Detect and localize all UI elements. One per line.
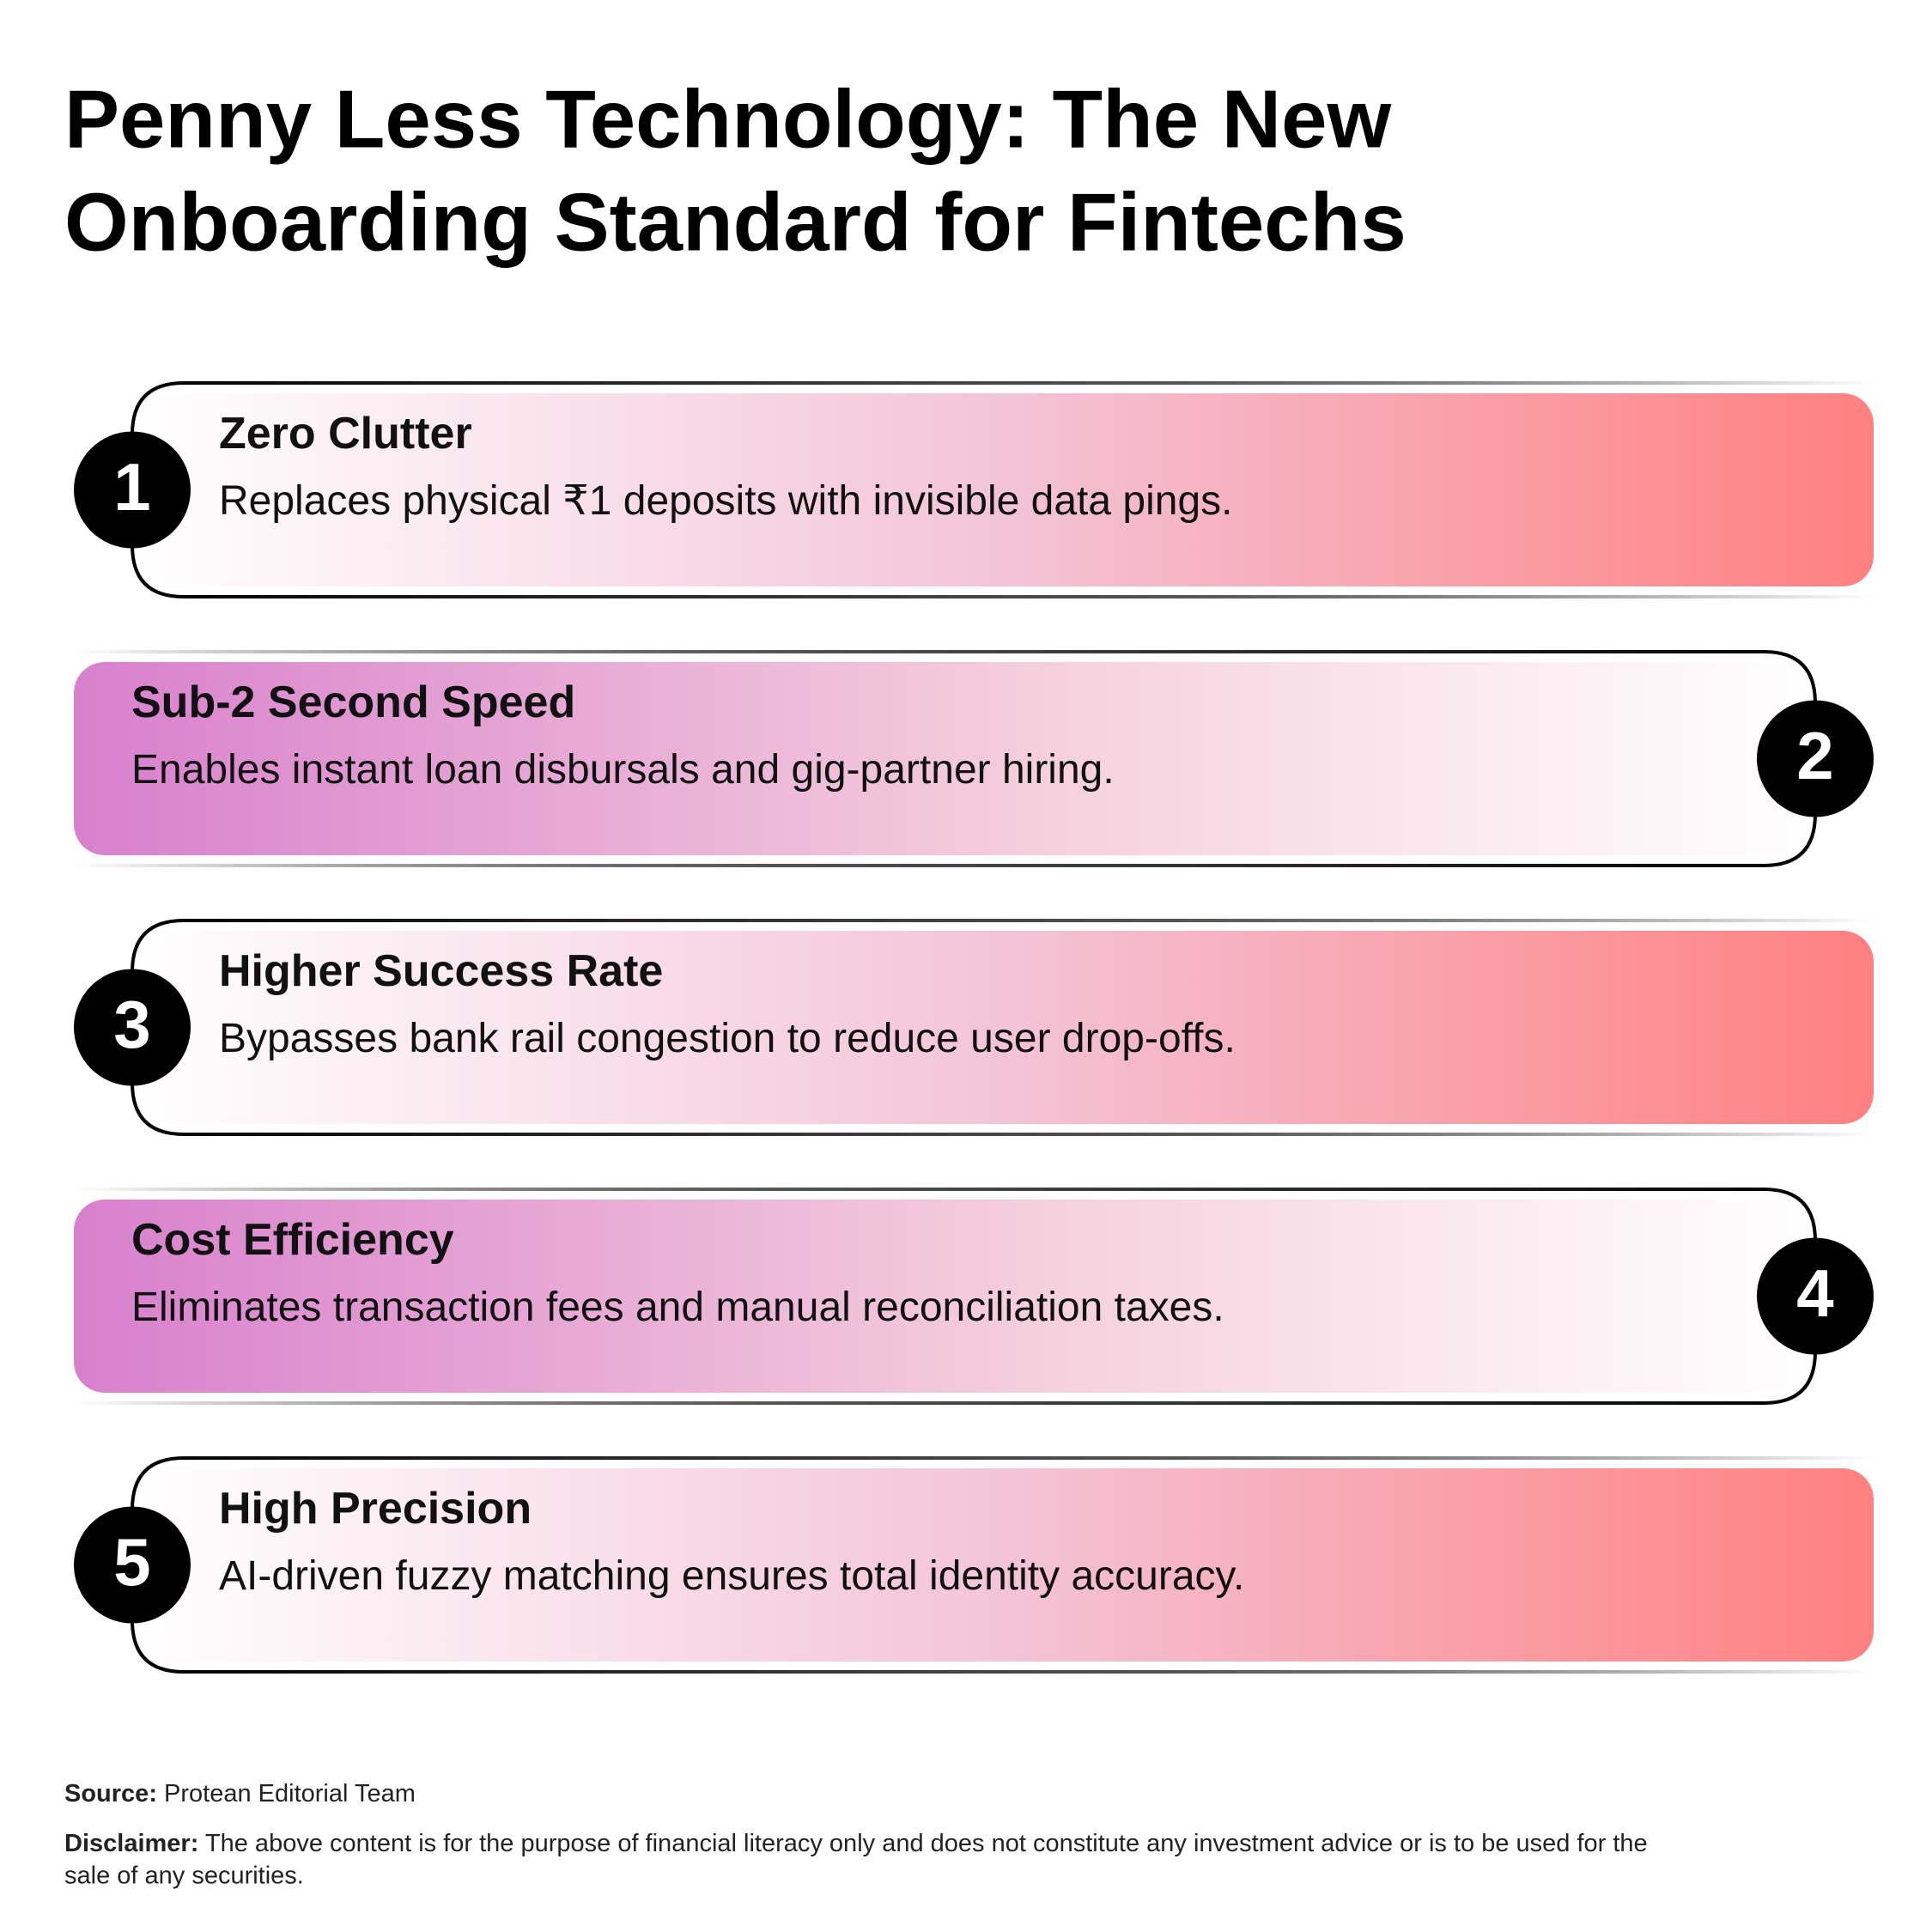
card-number: 1 — [113, 449, 150, 525]
card-fill — [132, 931, 1874, 1124]
number-badge — [74, 969, 191, 1086]
source: Source: Protean Editorial Team — [64, 1780, 416, 1807]
card-heading: Higher Success Rate — [219, 946, 663, 996]
number-badge — [1757, 1237, 1874, 1355]
source-label: Source: — [64, 1780, 157, 1807]
card-fill — [74, 1200, 1815, 1393]
card-heading: High Precision — [219, 1484, 532, 1534]
card-fill — [132, 393, 1874, 586]
card-description: AI-driven fuzzy matching ensures total i… — [219, 1553, 1244, 1599]
disclaimer: Disclaimer: The above content is for the… — [64, 1830, 1648, 1857]
number-badge — [74, 1506, 191, 1624]
card-heading: Sub-2 Second Speed — [131, 677, 575, 727]
card-number: 3 — [113, 987, 150, 1062]
card-heading: Zero Clutter — [219, 409, 472, 459]
card-description: Bypasses bank rail congestion to reduce … — [219, 1016, 1236, 1061]
card-description: Replaces physical ₹1 deposits with invis… — [219, 478, 1233, 524]
card-fill — [74, 662, 1815, 855]
card-fill — [132, 1468, 1874, 1662]
card-number: 2 — [1796, 718, 1833, 793]
title: Penny Less Technology: The New — [64, 73, 1392, 165]
card-number: 5 — [113, 1524, 150, 1600]
number-badge — [74, 431, 191, 549]
card-description: Eliminates transaction fees and manual r… — [131, 1285, 1224, 1330]
card-description: Enables instant loan disbursals and gig-… — [131, 747, 1115, 793]
card-number: 4 — [1796, 1255, 1833, 1331]
card-heading: Cost Efficiency — [131, 1215, 454, 1265]
source-text: Protean Editorial Team — [164, 1780, 416, 1807]
card-list: 1 Zero Clutter Replaces physical ₹1 deposi… — [74, 381, 1874, 1674]
disclaimer-label: Disclaimer: — [64, 1830, 198, 1857]
number-badge — [1757, 700, 1874, 817]
disclaimer-text: The above content is for the purpose of … — [205, 1830, 1648, 1857]
disclaimer-text: sale of any securities. — [64, 1862, 304, 1890]
title: Onboarding Standard for Fintechs — [64, 176, 1406, 268]
